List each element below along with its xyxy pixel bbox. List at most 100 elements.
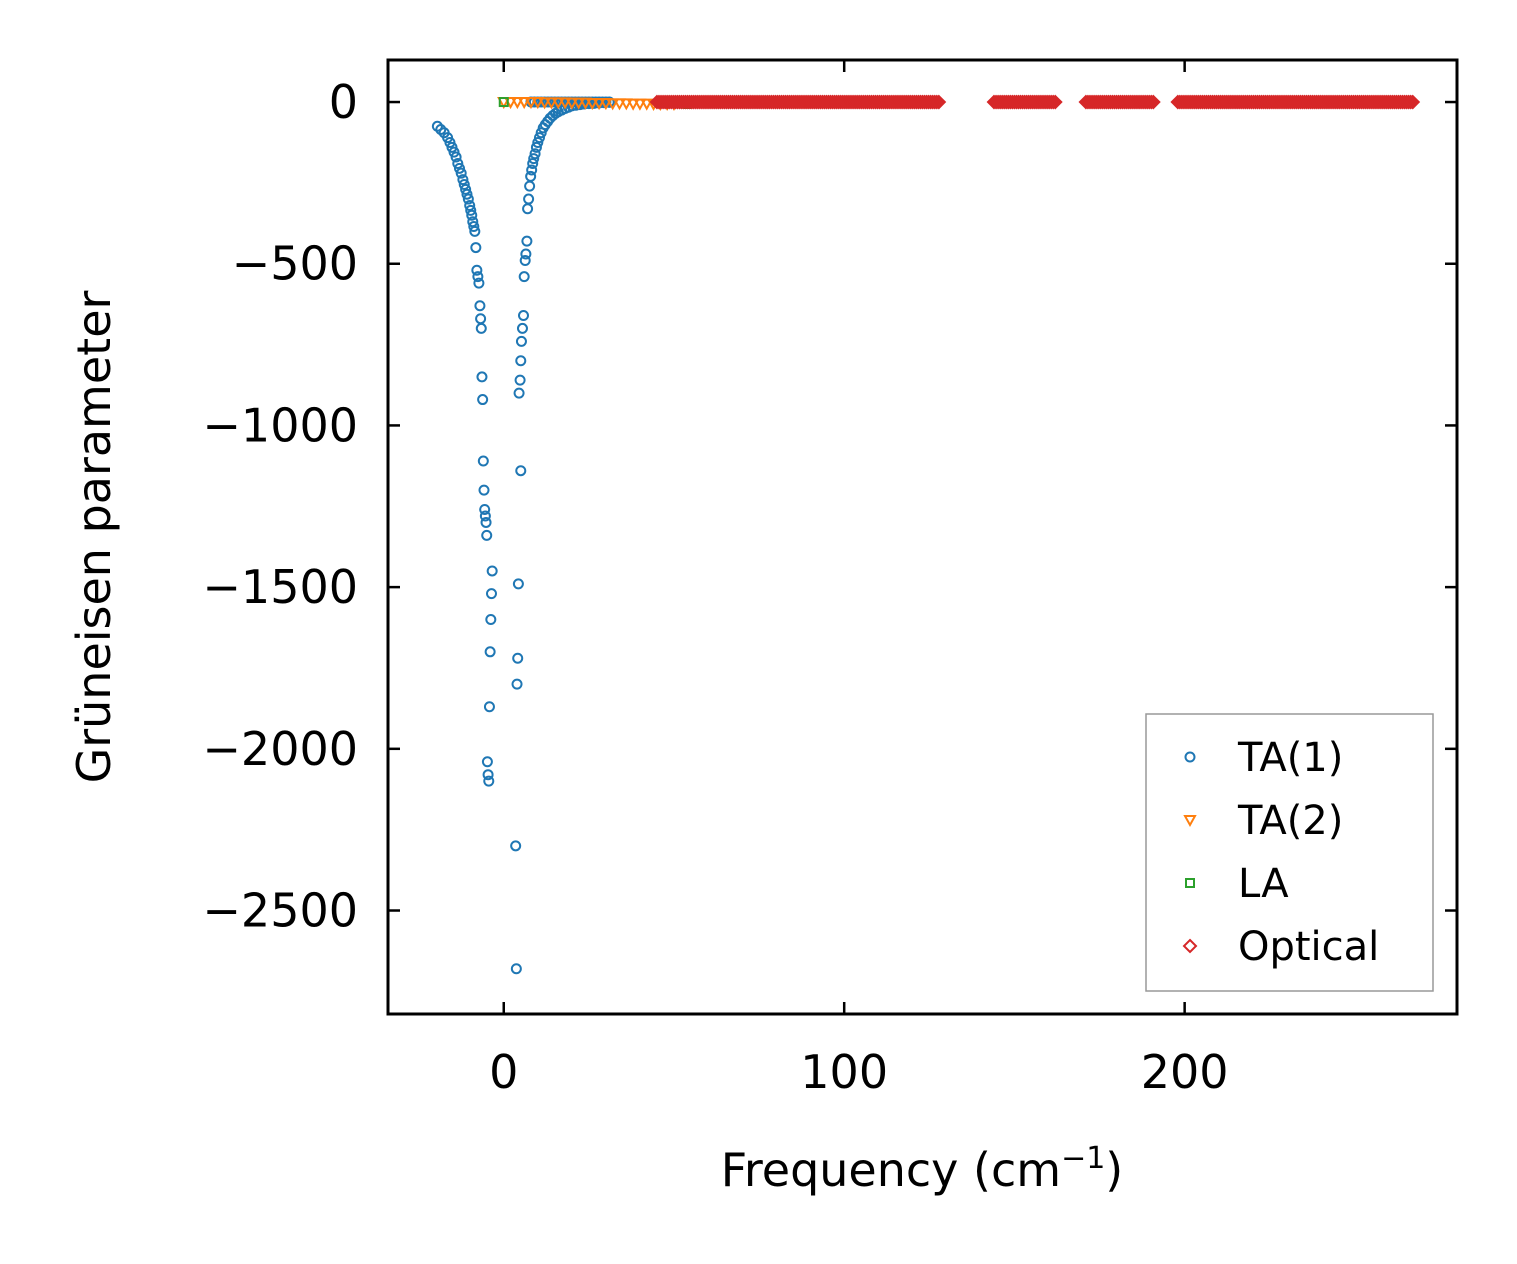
data-point bbox=[530, 141, 542, 153]
data-point bbox=[512, 578, 524, 590]
data-point bbox=[596, 96, 608, 108]
data-point bbox=[484, 646, 496, 658]
data-point bbox=[515, 335, 527, 347]
data-point bbox=[925, 94, 941, 110]
data-point bbox=[612, 98, 627, 111]
data-point bbox=[510, 963, 522, 975]
data-point bbox=[527, 157, 539, 169]
data-point bbox=[517, 97, 531, 110]
data-point bbox=[480, 516, 492, 528]
data-point bbox=[524, 97, 538, 110]
legend-label: TA(1) bbox=[1237, 735, 1343, 781]
data-point bbox=[485, 613, 497, 625]
series-optical bbox=[649, 94, 1421, 110]
data-point bbox=[1145, 94, 1161, 110]
data-point bbox=[464, 200, 476, 212]
data-point bbox=[479, 510, 491, 522]
y-tick-label: 0 bbox=[329, 75, 358, 129]
data-point bbox=[565, 97, 579, 110]
legend-marker bbox=[1184, 751, 1196, 763]
data-point bbox=[461, 188, 473, 200]
data-point bbox=[1045, 94, 1061, 110]
legend-items: TA(1) TA(2) LA Optical bbox=[1182, 735, 1379, 970]
data-point bbox=[466, 209, 478, 221]
data-point bbox=[1141, 94, 1157, 110]
data-point bbox=[528, 153, 540, 165]
data-point bbox=[510, 840, 522, 852]
data-point bbox=[462, 193, 474, 205]
data-point bbox=[476, 371, 488, 383]
data-point bbox=[619, 98, 634, 111]
data-point bbox=[1043, 94, 1059, 110]
data-point bbox=[525, 170, 537, 182]
data-point bbox=[473, 277, 485, 289]
data-point bbox=[474, 300, 486, 312]
data-point bbox=[472, 271, 484, 283]
data-point bbox=[583, 96, 595, 108]
data-point bbox=[483, 701, 495, 713]
data-point bbox=[457, 174, 469, 186]
data-point bbox=[599, 98, 613, 111]
data-point bbox=[450, 151, 462, 163]
data-point bbox=[511, 678, 523, 690]
data-point bbox=[537, 97, 552, 110]
data-point bbox=[592, 98, 606, 111]
y-tick-label: −2000 bbox=[202, 722, 358, 776]
y-axis-label: Grüneisen parameter bbox=[67, 290, 121, 783]
data-point bbox=[482, 769, 494, 781]
data-point bbox=[927, 94, 943, 110]
data-point bbox=[1139, 94, 1155, 110]
data-point bbox=[475, 322, 487, 334]
data-point bbox=[514, 374, 526, 386]
legend-marker bbox=[1183, 815, 1197, 828]
data-point bbox=[603, 96, 615, 108]
data-point bbox=[569, 96, 581, 108]
data-point bbox=[479, 504, 491, 516]
data-point bbox=[477, 394, 489, 406]
data-point bbox=[626, 98, 640, 111]
y-tick-label: −1500 bbox=[202, 560, 358, 614]
data-point bbox=[532, 136, 544, 148]
data-point bbox=[469, 225, 481, 237]
data-point bbox=[513, 387, 525, 399]
data-point bbox=[518, 271, 530, 283]
data-point bbox=[516, 322, 528, 334]
data-point bbox=[467, 216, 479, 228]
data-point bbox=[576, 96, 588, 108]
data-point bbox=[519, 255, 531, 267]
data-point bbox=[478, 484, 490, 496]
data-point bbox=[498, 97, 509, 108]
data-point bbox=[471, 264, 483, 276]
legend-marker bbox=[1182, 938, 1198, 954]
legend-label: TA(2) bbox=[1237, 798, 1343, 844]
data-point bbox=[523, 193, 535, 205]
data-point bbox=[633, 98, 647, 111]
data-point bbox=[465, 204, 477, 216]
data-point bbox=[468, 221, 480, 233]
data-point bbox=[520, 248, 532, 260]
data-point bbox=[477, 455, 489, 467]
data-point bbox=[531, 97, 545, 110]
y-tick-label: −2500 bbox=[202, 884, 358, 938]
x-axis-label: Frequency (cm−1) bbox=[721, 1141, 1124, 1197]
data-point bbox=[605, 98, 620, 111]
axis-ticks: 0 100 200 0 −500 −1000 −1500 −2000 −2500 bbox=[202, 60, 1457, 1099]
data-point bbox=[470, 242, 482, 254]
data-point bbox=[533, 132, 545, 144]
data-point bbox=[512, 652, 524, 664]
legend-label: LA bbox=[1238, 861, 1289, 907]
data-point bbox=[640, 98, 654, 111]
data-point bbox=[453, 162, 465, 174]
data-point bbox=[485, 588, 497, 600]
data-point bbox=[578, 97, 593, 110]
x-tick-label: 200 bbox=[1141, 1045, 1229, 1099]
data-point bbox=[521, 235, 533, 247]
data-point bbox=[571, 97, 586, 110]
y-tick-label: −1000 bbox=[202, 398, 358, 452]
data-point bbox=[931, 94, 947, 110]
data-point bbox=[517, 309, 529, 321]
data-point bbox=[1403, 94, 1419, 110]
data-point bbox=[1047, 94, 1063, 110]
data-point bbox=[458, 179, 470, 191]
